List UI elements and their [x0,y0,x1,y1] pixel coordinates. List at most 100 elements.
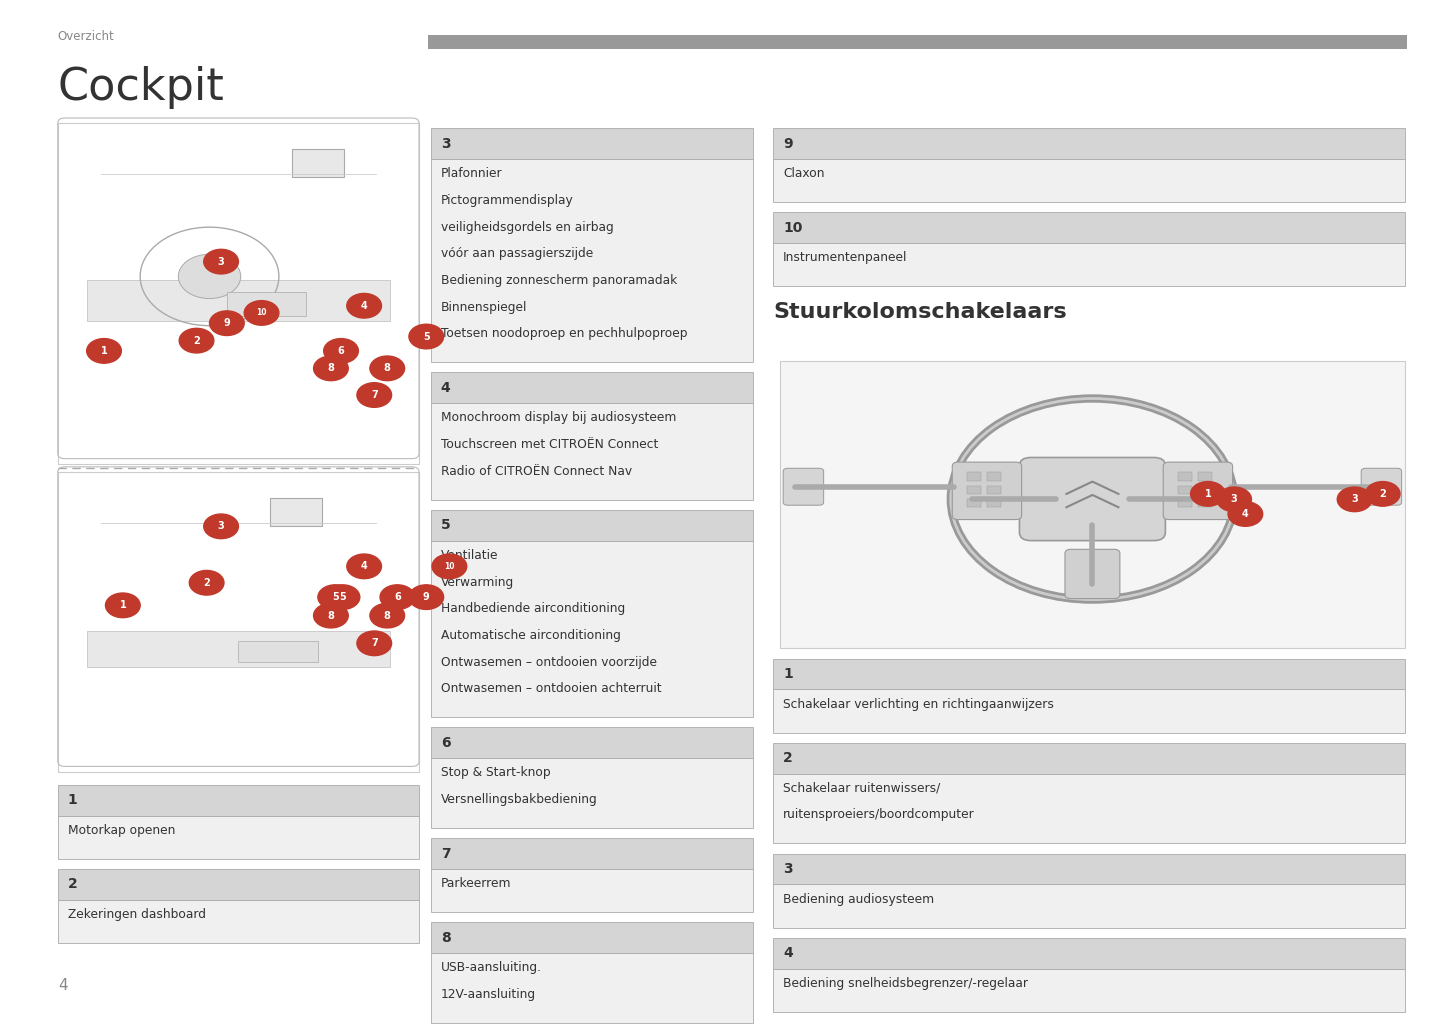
Text: Bediening audiosysteem: Bediening audiosysteem [783,893,935,906]
Bar [431,541,753,717]
Bar [773,774,1405,843]
Circle shape [314,603,348,628]
Circle shape [347,554,381,579]
Text: Verwarming: Verwarming [441,576,514,589]
Text: 6: 6 [394,592,400,602]
Bar [292,149,344,177]
Bar [431,510,753,541]
Circle shape [357,383,392,407]
Text: Stop & Start-knop: Stop & Start-knop [441,766,551,780]
Bar [238,640,318,662]
Circle shape [324,339,358,363]
Text: Instrumentenpaneel: Instrumentenpaneel [783,251,907,265]
Bar [431,727,753,758]
Bar [987,485,1001,494]
Text: 4: 4 [58,978,68,993]
Circle shape [370,603,405,628]
Text: 4: 4 [783,946,793,960]
Text: 10: 10 [256,309,267,317]
Bar [773,212,1405,243]
Bar [773,159,1405,202]
Bar [270,498,322,526]
Circle shape [325,585,360,609]
Bar [58,869,419,900]
Bar [1178,472,1192,480]
Text: Automatische airconditioning: Automatische airconditioning [441,629,620,642]
Text: Touchscreen met CITROËN Connect: Touchscreen met CITROËN Connect [441,438,657,451]
Bar [87,280,390,321]
Circle shape [189,570,224,595]
Text: Bediening snelheidsbegrenzer/-regelaar: Bediening snelheidsbegrenzer/-regelaar [783,977,1029,990]
Bar [431,869,753,912]
Bar [58,816,419,859]
Bar [773,128,1405,159]
Text: 6: 6 [338,346,344,356]
Text: 1: 1 [101,346,107,356]
Bar [58,785,419,816]
Text: 1: 1 [120,600,126,610]
Text: 8: 8 [441,931,451,945]
Text: 8: 8 [384,363,390,373]
Text: 6: 6 [441,736,451,750]
Circle shape [204,514,238,539]
Bar [87,631,390,667]
Text: 7: 7 [371,638,377,648]
Text: 9: 9 [423,592,429,602]
Text: vóór aan passagierszijde: vóór aan passagierszijde [441,247,592,261]
Text: 9: 9 [224,318,230,328]
Bar [1178,499,1192,507]
FancyBboxPatch shape [1163,462,1233,519]
Bar [58,123,419,464]
Circle shape [370,356,405,381]
Bar [227,291,306,316]
Text: Ontwasemen – ontdooien achterruit: Ontwasemen – ontdooien achterruit [441,682,662,696]
Circle shape [318,585,353,609]
Bar [431,372,753,403]
Bar [431,922,753,953]
Text: Parkeerrem: Parkeerrem [441,877,512,891]
Bar [431,953,753,1023]
Bar [967,472,981,480]
Text: Schakelaar verlichting en richtingaanwijzers: Schakelaar verlichting en richtingaanwij… [783,698,1053,711]
Text: Bediening zonnescherm panoramadak: Bediening zonnescherm panoramadak [441,274,676,287]
Circle shape [314,356,348,381]
Circle shape [87,339,121,363]
Bar [987,472,1001,480]
Bar [431,128,753,159]
Text: 3: 3 [218,521,224,531]
Text: 8: 8 [328,363,334,373]
Text: 1: 1 [1205,488,1211,499]
Circle shape [1366,481,1400,506]
Bar [431,403,753,500]
Text: Zekeringen dashboard: Zekeringen dashboard [68,908,207,921]
Circle shape [1337,487,1371,512]
Text: ruitensproeiers/boordcomputer: ruitensproeiers/boordcomputer [783,808,975,822]
Bar [431,159,753,362]
Text: 4: 4 [1243,509,1248,519]
Text: 2: 2 [194,336,199,346]
Bar [967,499,981,507]
Circle shape [1228,502,1263,526]
Bar [967,485,981,494]
Text: 1: 1 [68,793,78,807]
Bar [773,884,1405,928]
Text: 5: 5 [332,592,338,602]
Bar [773,243,1405,286]
Circle shape [204,249,238,274]
Bar [773,659,1405,689]
Text: 3: 3 [1231,495,1237,505]
Bar [773,854,1405,884]
Text: Schakelaar ruitenwissers/: Schakelaar ruitenwissers/ [783,782,941,795]
Text: 3: 3 [441,136,451,151]
Text: 2: 2 [1380,488,1386,499]
Bar [1198,485,1212,494]
Text: 4: 4 [441,381,451,395]
Text: Ventilatie: Ventilatie [441,549,499,562]
Circle shape [1191,481,1225,506]
Bar [431,838,753,869]
Text: 8: 8 [328,610,334,621]
Text: 10: 10 [783,221,802,235]
FancyBboxPatch shape [1020,458,1165,541]
Text: 2: 2 [68,877,78,892]
FancyBboxPatch shape [1361,468,1402,505]
